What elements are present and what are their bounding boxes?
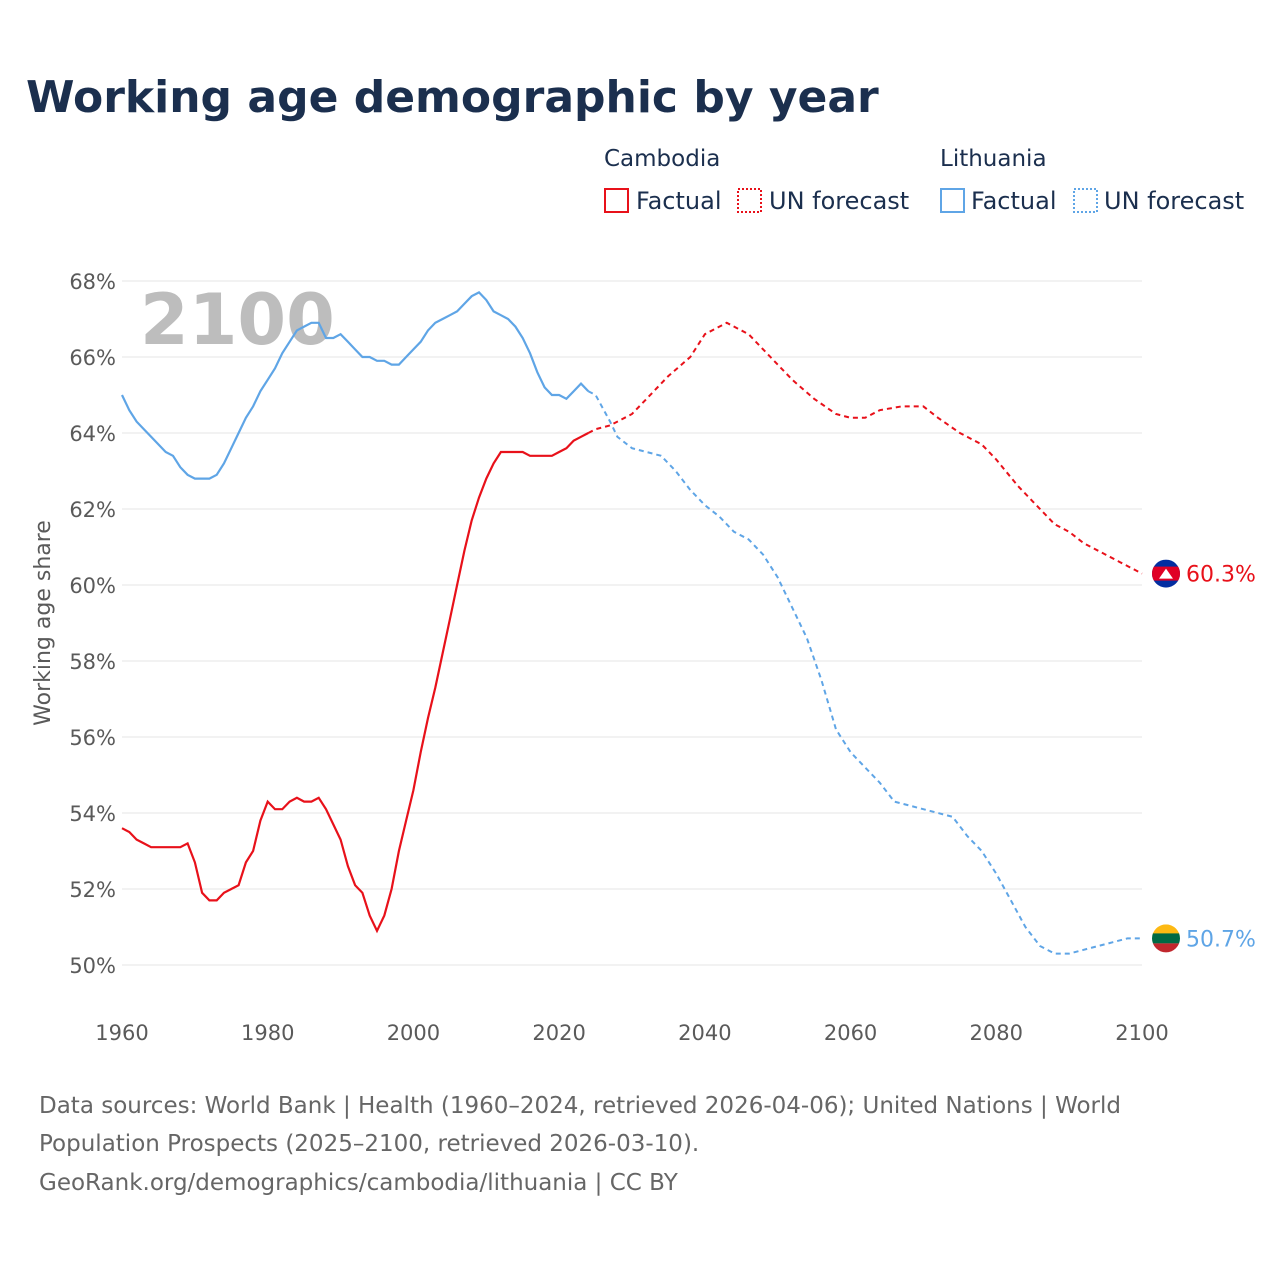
legend: Cambodia Factual UN forecast Lithuania F… — [604, 146, 1244, 215]
x-tick-label: 2040 — [678, 1021, 731, 1045]
legend-label-lithuania-factual[interactable]: Factual — [971, 187, 1057, 215]
lithuania-end-value-label: 50.7% — [1186, 927, 1256, 952]
legend-group-cambodia: Cambodia — [604, 146, 720, 172]
x-tick-label: 2100 — [1115, 1021, 1168, 1045]
legend-swatch-cambodia-forecast — [737, 188, 762, 213]
x-tick-label: 2020 — [532, 1021, 585, 1045]
y-tick-label: 58% — [69, 650, 116, 674]
source-link[interactable]: GeoRank.org/demographics/cambodia/lithua… — [39, 1170, 679, 1196]
y-tick-label: 64% — [69, 422, 116, 446]
legend-label-lithuania-forecast[interactable]: UN forecast — [1104, 187, 1244, 215]
series — [121, 291, 1143, 955]
gridlines — [122, 280, 1142, 966]
end-markers: 60.3% 50.7% — [1152, 559, 1256, 953]
x-tick-label: 2080 — [970, 1021, 1023, 1045]
x-tick-label: 2000 — [387, 1021, 440, 1045]
legend-swatch-lithuania-factual — [940, 188, 965, 213]
legend-label-cambodia-forecast[interactable]: UN forecast — [769, 187, 909, 215]
year-watermark: 2100 — [140, 279, 335, 361]
y-tick-label: 60% — [69, 574, 116, 598]
y-tick-label: 66% — [69, 346, 116, 370]
x-tick-label: 1980 — [241, 1021, 294, 1045]
legend-swatch-lithuania-forecast — [1073, 188, 1098, 213]
x-tick-label: 1960 — [95, 1021, 148, 1045]
series-line-lithuania-factual[interactable] — [121, 291, 590, 480]
chart-title: Working age demographic by year — [26, 72, 879, 123]
series-line-cambodia-forecast[interactable] — [587, 321, 1143, 575]
legend-swatch-cambodia-factual — [604, 188, 629, 213]
y-tick-label: 50% — [69, 954, 116, 978]
cambodia-flag-icon — [1152, 559, 1180, 588]
y-tick-label: 52% — [69, 878, 116, 902]
legend-group-lithuania: Lithuania — [940, 146, 1047, 172]
y-tick-label: 56% — [69, 726, 116, 750]
series-line-cambodia-factual[interactable] — [121, 432, 589, 934]
y-axis-ticks: 50% 52% 54% 56% 58% 60% 62% 64% 66% 68% — [69, 270, 116, 978]
source-line-1: Data sources: World Bank | Health (1960–… — [39, 1093, 1121, 1119]
cambodia-end-value-label: 60.3% — [1186, 563, 1256, 588]
y-axis-label: Working age share — [31, 520, 56, 726]
x-axis-ticks: 1960 1980 2000 2020 2040 2060 2080 2100 — [95, 1021, 1168, 1045]
lithuania-flag-icon — [1152, 924, 1180, 953]
x-tick-label: 2060 — [824, 1021, 877, 1045]
legend-label-cambodia-factual[interactable]: Factual — [636, 187, 722, 215]
y-tick-label: 54% — [69, 802, 116, 826]
y-tick-label: 62% — [69, 498, 116, 522]
y-tick-label: 68% — [69, 270, 116, 294]
source-line-2: Population Prospects (2025–2100, retriev… — [39, 1131, 699, 1157]
series-line-lithuania-forecast[interactable] — [587, 390, 1142, 955]
